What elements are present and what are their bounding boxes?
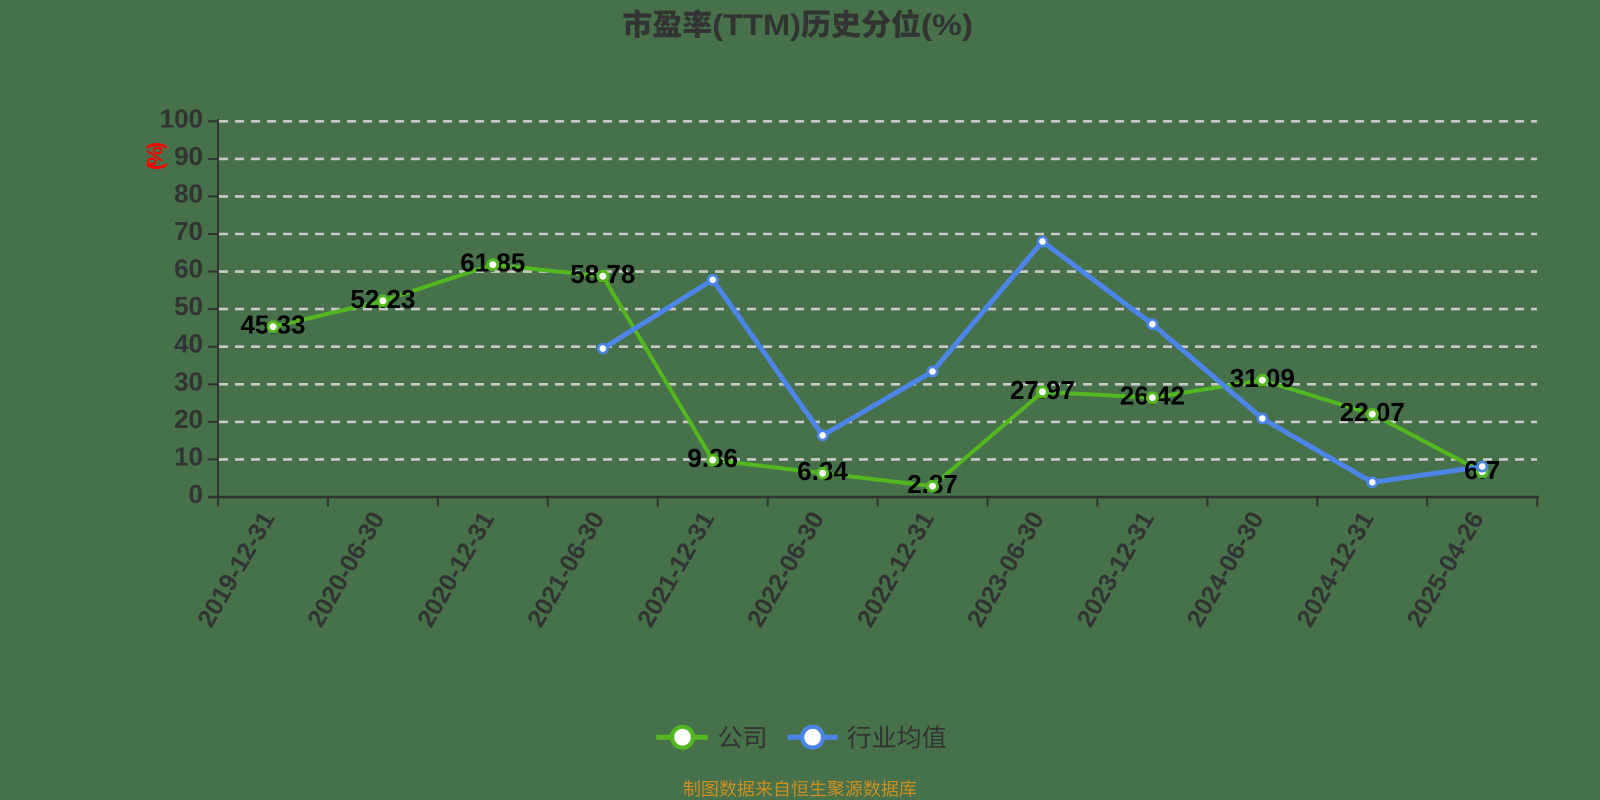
svg-text:50: 50 bbox=[174, 291, 203, 321]
svg-text:90: 90 bbox=[174, 141, 203, 171]
svg-text:40: 40 bbox=[174, 329, 203, 359]
svg-text:30: 30 bbox=[174, 366, 203, 396]
svg-text:80: 80 bbox=[174, 178, 203, 208]
svg-text:0: 0 bbox=[189, 479, 203, 509]
svg-text:(%): (%) bbox=[921, 9, 973, 42]
svg-text:100: 100 bbox=[160, 103, 203, 133]
svg-text:60: 60 bbox=[174, 254, 203, 284]
svg-text:70: 70 bbox=[174, 216, 203, 246]
svg-text:(TTM): (TTM) bbox=[712, 9, 801, 42]
svg-text:20: 20 bbox=[174, 404, 203, 434]
svg-text:(%): (%) bbox=[142, 142, 167, 170]
svg-text:10: 10 bbox=[174, 441, 203, 471]
